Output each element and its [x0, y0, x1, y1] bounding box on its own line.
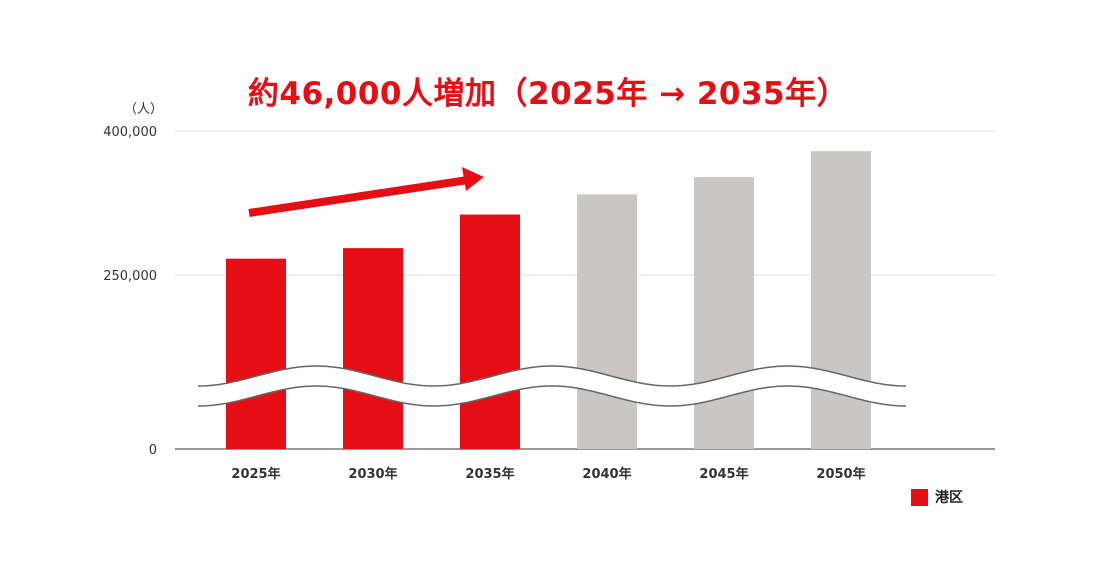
y-tick-label: 0: [149, 443, 157, 458]
trend-arrow-head: [462, 167, 484, 191]
legend-swatch: [911, 488, 928, 506]
chart-title: 約46,000人増加（2025年 → 2035年）: [247, 76, 849, 112]
legend: 港区: [911, 487, 963, 507]
bar: [343, 248, 403, 449]
y-tick-label: 250,000: [103, 269, 157, 284]
x-tick-label: 2040年: [582, 466, 631, 482]
y-tick-label: 400,000: [103, 125, 157, 140]
x-tick-label: 2030年: [348, 466, 397, 482]
x-tick-label: 2050年: [816, 466, 865, 482]
trend-arrow-shaft: [248, 176, 469, 217]
bar: [226, 258, 286, 449]
x-tick-label: 2045年: [699, 466, 748, 482]
bar: [577, 194, 637, 449]
bar: [811, 151, 871, 449]
y-axis-unit-label: （人）: [124, 102, 164, 117]
x-tick-label: 2035年: [465, 466, 514, 482]
axis-break-line-top: [198, 365, 906, 387]
x-tick-label: 2025年: [231, 466, 280, 482]
legend-label: 港区: [935, 490, 963, 506]
bar: [694, 177, 754, 449]
bar: [460, 214, 520, 449]
axis-break-line-bottom: [198, 385, 906, 407]
